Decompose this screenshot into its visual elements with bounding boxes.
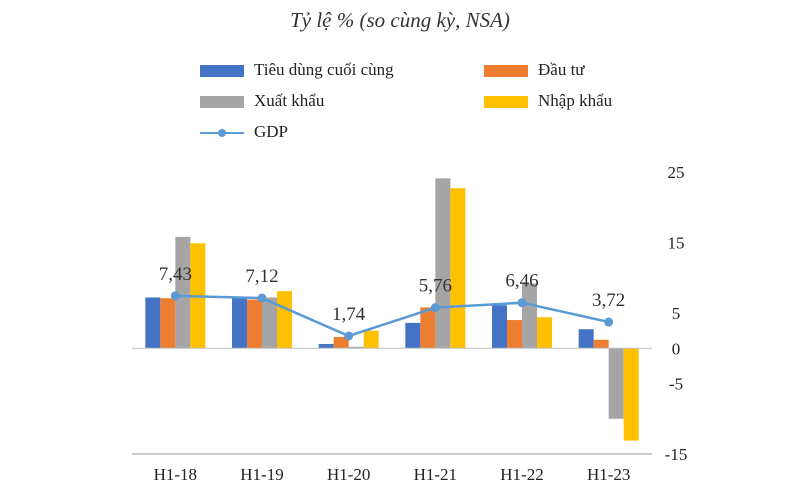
bar xyxy=(450,188,466,349)
x-tick-label: H1-22 xyxy=(500,465,543,484)
legend-item-import: Nhập khẩu xyxy=(484,91,612,111)
legend-item-investment: Đầu tư xyxy=(484,60,585,80)
legend-label-investment: Đầu tư xyxy=(538,60,585,79)
legend-swatch-import xyxy=(484,96,528,109)
legend-label-gdp: GDP xyxy=(254,122,289,141)
chart-title: Tỷ lệ % (so cùng kỳ, NSA) xyxy=(290,8,510,32)
x-tick-label: H1-20 xyxy=(327,465,370,484)
bar xyxy=(247,299,262,349)
bar xyxy=(608,348,624,419)
gdp-point xyxy=(517,298,527,308)
bar xyxy=(507,320,522,349)
x-tick-label: H1-19 xyxy=(240,465,283,484)
bar xyxy=(578,329,594,349)
gdp-data-label: 7,12 xyxy=(245,266,278,287)
bar xyxy=(145,297,161,349)
gdp-data-label: 6,46 xyxy=(505,271,538,292)
gdp-point xyxy=(430,303,440,313)
bar xyxy=(522,283,537,349)
bar xyxy=(160,298,176,349)
legend-swatch-gdp xyxy=(200,127,244,139)
bar xyxy=(232,297,247,349)
bar xyxy=(593,339,609,349)
x-tick-label: H1-23 xyxy=(587,465,630,484)
gdp-point xyxy=(604,317,614,327)
y-tick-label: 5 xyxy=(672,304,681,323)
legend-swatch-investment xyxy=(484,65,528,78)
x-tick-label: H1-18 xyxy=(154,465,197,484)
gdp-line xyxy=(175,294,609,338)
bar xyxy=(420,307,436,349)
legend-label-import: Nhập khẩu xyxy=(538,91,613,110)
bar xyxy=(623,348,639,441)
bar xyxy=(175,236,191,349)
legend-label-export: Xuất khẩu xyxy=(254,91,325,110)
y-tick-label: -15 xyxy=(665,445,688,464)
bar xyxy=(492,305,507,349)
legend-swatch-consumption xyxy=(200,65,244,78)
bar xyxy=(262,297,277,349)
legend-swatch-export xyxy=(200,96,244,109)
bar xyxy=(405,322,421,349)
bar xyxy=(435,178,451,349)
bar xyxy=(348,346,364,349)
gdp-point xyxy=(344,331,354,341)
bar xyxy=(333,336,349,349)
legend-item-consumption: Tiêu dùng cuối cùng xyxy=(200,60,394,80)
bar xyxy=(277,291,292,349)
gdp-data-label: 7,43 xyxy=(159,264,192,285)
gdp-point xyxy=(257,293,267,303)
y-tick-label: 25 xyxy=(668,163,685,182)
gdp-data-label: 3,72 xyxy=(592,290,625,311)
y-tick-label: -5 xyxy=(669,375,683,394)
legend-item-export: Xuất khẩu xyxy=(200,91,324,111)
gdp-data-label: 5,76 xyxy=(419,276,452,297)
gdp-data-label: 1,74 xyxy=(332,304,366,325)
bar xyxy=(318,344,334,349)
y-tick-label: 0 xyxy=(672,339,681,358)
bar xyxy=(363,330,379,349)
legend-item-gdp: GDP xyxy=(200,122,288,142)
bar xyxy=(537,317,552,349)
legend-label-consumption: Tiêu dùng cuối cùng xyxy=(254,60,394,79)
x-tick-label: H1-21 xyxy=(414,465,457,484)
gdp-point xyxy=(170,291,180,301)
y-tick-label: 15 xyxy=(668,234,685,253)
